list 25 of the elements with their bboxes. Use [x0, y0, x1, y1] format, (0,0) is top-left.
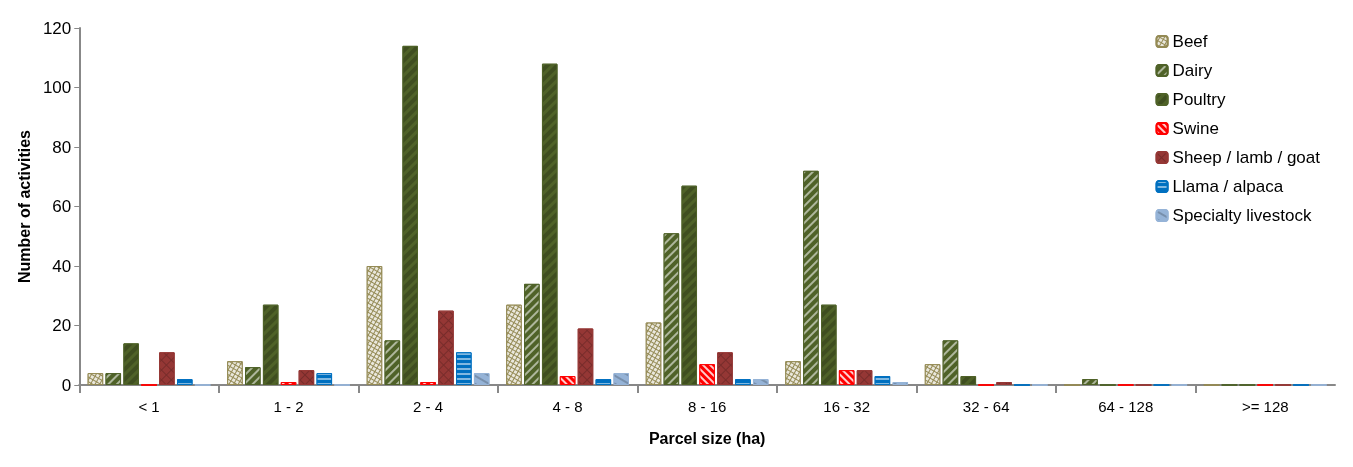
x-tick-label: 8 - 16: [687, 398, 727, 415]
y-tick-label: 60: [52, 197, 72, 216]
y-tick-label: 120: [42, 18, 72, 38]
y-tick-label: 100: [42, 78, 72, 97]
x-tick-label: 4 - 8: [552, 398, 583, 415]
x-tick-label: 64 - 128: [1098, 398, 1154, 415]
x-tick-label: 1 - 2: [273, 398, 304, 415]
legend-label: Sheep / lamb / goat: [1172, 148, 1321, 167]
x-tick-label: 2 - 4: [413, 398, 444, 415]
legend-label: Llama / alpaca: [1172, 177, 1284, 196]
x-axis-title: Parcel size (ha): [648, 429, 766, 447]
legend-label: Dairy: [1172, 61, 1213, 80]
legend-label: Poultry: [1172, 90, 1226, 109]
y-tick-label: 80: [52, 137, 72, 157]
x-tick-label: 32 - 64: [962, 398, 1010, 415]
x-tick-label: >= 128: [1241, 398, 1289, 415]
legend-label: Beef: [1172, 32, 1208, 51]
y-tick-label: 40: [52, 256, 72, 276]
y-tick-label: 0: [61, 375, 72, 395]
y-axis-title: Number of activities: [15, 129, 33, 283]
y-tick-label: 20: [52, 316, 72, 335]
x-tick-label: 16 - 32: [823, 398, 871, 415]
legend-label: Specialty livestock: [1172, 206, 1312, 225]
legend-label: Swine: [1172, 119, 1219, 138]
x-tick-label: < 1: [138, 398, 160, 415]
